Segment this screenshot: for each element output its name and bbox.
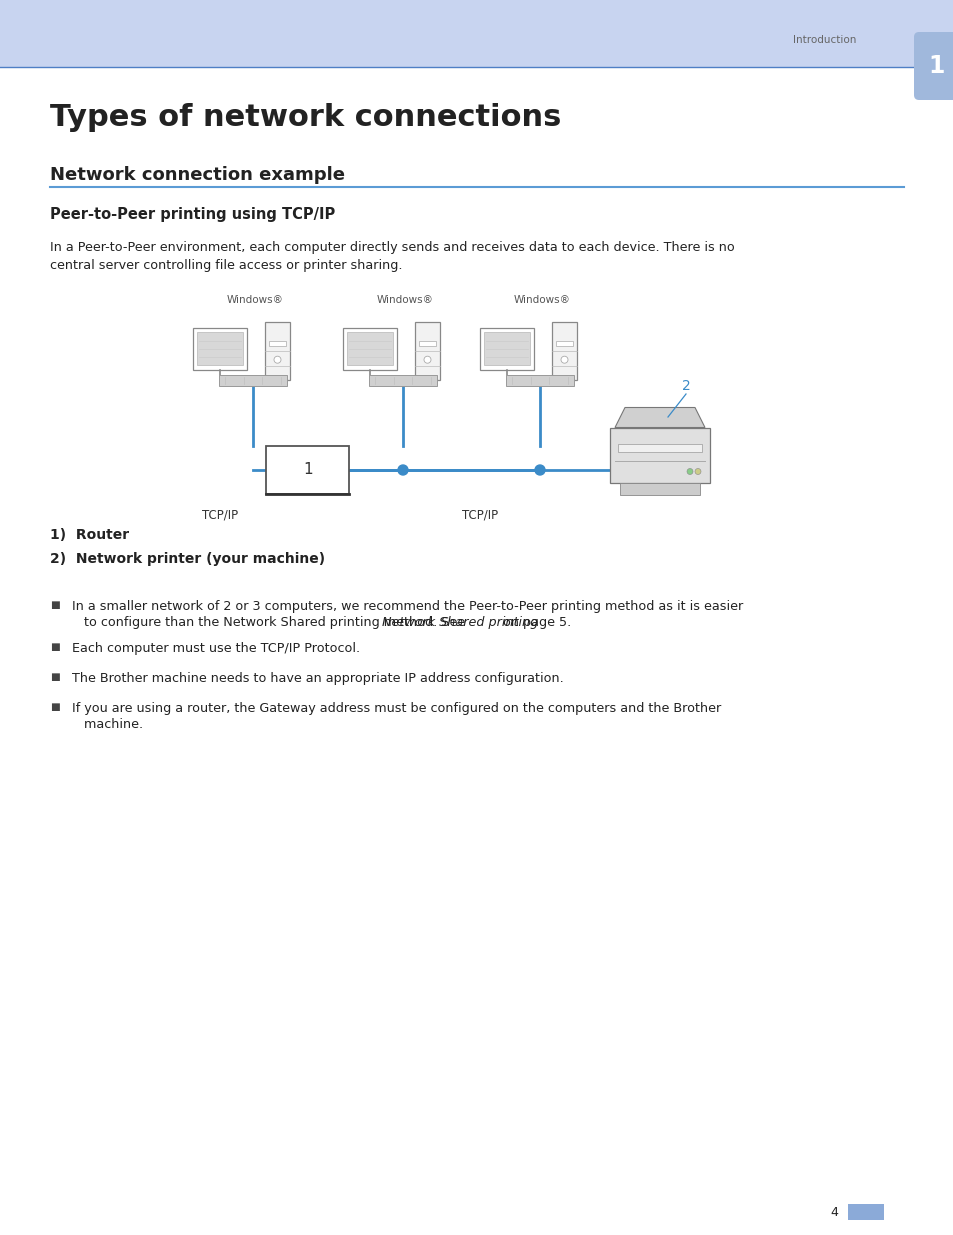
- Circle shape: [423, 356, 431, 363]
- Text: TCP/IP: TCP/IP: [202, 508, 238, 521]
- Text: ■: ■: [50, 642, 60, 652]
- Bar: [369, 375, 436, 387]
- Bar: [479, 329, 534, 370]
- FancyBboxPatch shape: [913, 32, 953, 100]
- Circle shape: [686, 468, 692, 474]
- Bar: [556, 341, 573, 346]
- Text: In a Peer-to-Peer environment, each computer directly sends and receives data to: In a Peer-to-Peer environment, each comp…: [50, 241, 734, 253]
- Bar: [619, 483, 700, 494]
- Bar: [343, 329, 396, 370]
- Bar: [0, 0, 953, 67]
- Text: 1: 1: [303, 462, 313, 478]
- Bar: [347, 332, 393, 366]
- Text: on page 5.: on page 5.: [498, 616, 571, 629]
- Bar: [269, 341, 286, 346]
- Text: central server controlling file access or printer sharing.: central server controlling file access o…: [50, 258, 402, 272]
- Bar: [266, 446, 349, 494]
- Bar: [193, 329, 247, 370]
- Bar: [418, 341, 436, 346]
- Text: ■: ■: [50, 701, 60, 713]
- Circle shape: [397, 466, 408, 475]
- Text: Windows®: Windows®: [376, 295, 433, 305]
- Text: Windows®: Windows®: [226, 295, 283, 305]
- Bar: [265, 322, 290, 380]
- Bar: [483, 332, 530, 366]
- Text: Network Shared printing: Network Shared printing: [381, 616, 537, 629]
- Text: to configure than the Network Shared printing method. See: to configure than the Network Shared pri…: [71, 616, 469, 629]
- Text: Network connection example: Network connection example: [50, 165, 345, 184]
- Bar: [219, 375, 287, 387]
- Text: 1)  Router: 1) Router: [50, 529, 129, 542]
- Text: ■: ■: [50, 600, 60, 610]
- Circle shape: [695, 468, 700, 474]
- Text: In a smaller network of 2 or 3 computers, we recommend the Peer-to-Peer printing: In a smaller network of 2 or 3 computers…: [71, 600, 742, 613]
- Text: Peer-to-Peer printing using TCP/IP: Peer-to-Peer printing using TCP/IP: [50, 207, 335, 222]
- Text: machine.: machine.: [71, 718, 143, 731]
- Text: TCP/IP: TCP/IP: [461, 508, 497, 521]
- Polygon shape: [615, 408, 704, 427]
- Circle shape: [274, 356, 281, 363]
- Bar: [618, 445, 701, 452]
- Text: Each computer must use the TCP/IP Protocol.: Each computer must use the TCP/IP Protoc…: [71, 642, 359, 655]
- Bar: [609, 427, 709, 483]
- Circle shape: [560, 356, 567, 363]
- Text: The Brother machine needs to have an appropriate IP address configuration.: The Brother machine needs to have an app…: [71, 672, 563, 685]
- Text: ■: ■: [50, 672, 60, 682]
- Text: 1: 1: [927, 54, 943, 78]
- Bar: [847, 1204, 883, 1220]
- Bar: [505, 375, 574, 387]
- Bar: [415, 322, 439, 380]
- Text: Introduction: Introduction: [792, 35, 856, 44]
- Text: 2)  Network printer (your machine): 2) Network printer (your machine): [50, 552, 325, 566]
- Circle shape: [535, 466, 544, 475]
- Text: If you are using a router, the Gateway address must be configured on the compute: If you are using a router, the Gateway a…: [71, 701, 720, 715]
- Bar: [196, 332, 243, 366]
- Bar: [552, 322, 577, 380]
- Text: Types of network connections: Types of network connections: [50, 103, 560, 131]
- Text: 2: 2: [681, 379, 690, 393]
- Text: 4: 4: [829, 1205, 837, 1219]
- Text: Windows®: Windows®: [513, 295, 570, 305]
